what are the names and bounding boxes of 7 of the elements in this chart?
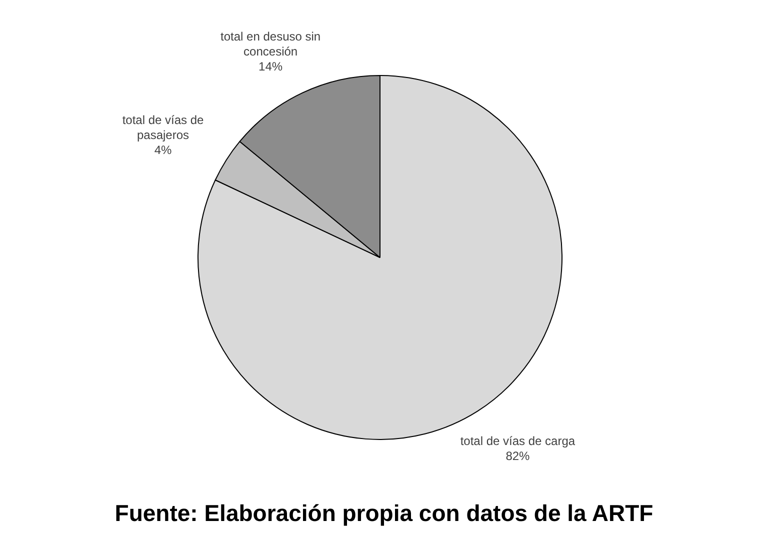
slice-label: total de vías de carga — [460, 434, 576, 448]
source-note: Fuente: Elaboración propia con datos de la ARTF — [114, 500, 654, 527]
slice-label: total en desuso sin concesión — [220, 29, 321, 58]
data-label: 4% — [154, 143, 172, 158]
slice-label: total de vías de pasajeros — [122, 113, 204, 142]
data-label: 82% — [506, 448, 530, 463]
data-label: 14% — [258, 59, 283, 74]
